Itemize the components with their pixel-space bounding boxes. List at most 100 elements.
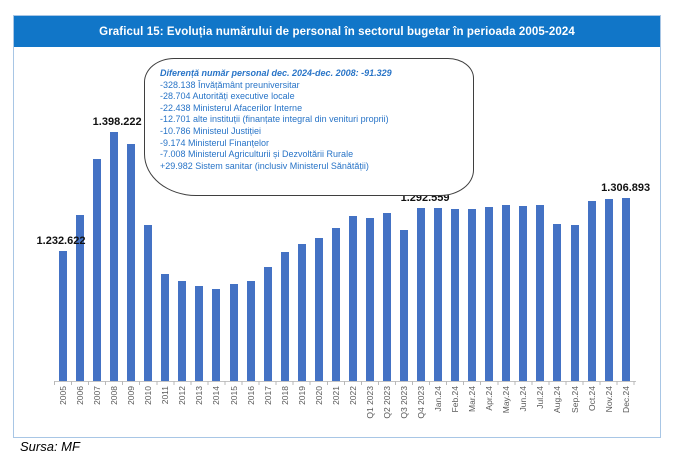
bar-Apr.24 — [485, 207, 494, 381]
x-axis-label: 2015 — [227, 386, 241, 405]
x-axis-label: 2010 — [141, 386, 155, 405]
x-axis-label: 2016 — [244, 386, 258, 405]
x-axis-ticks — [54, 381, 635, 385]
x-axis-labels: 2005 2006 2007 2008 2009 2010 2011 2012 2013 2014… — [56, 386, 637, 438]
callout-line: -9.174 Ministerul Finanțelor — [160, 137, 270, 148]
x-axis-label-text: Dec.24 — [620, 386, 631, 413]
callout-line: -328.138 Învățământ preuniversitar — [160, 79, 300, 90]
x-axis-label: 2008 — [107, 386, 121, 405]
bar-2013 — [195, 286, 204, 381]
bar-2009 — [127, 144, 136, 381]
bar-Aug.24 — [553, 224, 562, 381]
x-axis-label: 2007 — [90, 386, 104, 405]
bar-Q4 2023 — [417, 208, 426, 381]
callout-line: -22.438 Ministerul Afacerilor Interne — [160, 102, 303, 113]
x-axis-label-text: Mar.24 — [467, 386, 478, 412]
callout-line: -12.701 alte instituții (finanțate integ… — [160, 114, 389, 125]
x-axis-label-text: Oct.24 — [586, 386, 597, 412]
x-axis-label: Q1 2023 — [363, 386, 377, 419]
x-axis-label: Q2 2023 — [380, 386, 394, 419]
chart-title: Graficul 15: Evoluția numărului de perso… — [99, 25, 575, 38]
x-axis-label-text: 2011 — [160, 386, 171, 405]
x-axis-label-text: Q2 2023 — [381, 386, 392, 419]
bar-Q2 2023 — [382, 213, 391, 381]
x-axis-label: 2017 — [261, 386, 275, 405]
x-axis-label-text: Jul.24 — [535, 386, 546, 409]
bar-2021 — [331, 228, 340, 381]
x-axis-label: Nov.24 — [602, 386, 616, 412]
x-axis-label: Q4 2023 — [414, 386, 428, 419]
callout-line: -28.704 Autorități executive locale — [160, 91, 295, 102]
x-axis-label-text: Q1 2023 — [364, 386, 375, 419]
bar-2012 — [178, 281, 187, 381]
x-axis-label: 2020 — [312, 386, 326, 405]
callout-lines: -328.138 Învățământ preuniversitar -28.70… — [160, 80, 465, 173]
x-axis-label-text: 2015 — [228, 386, 239, 405]
x-axis-label-text: May.24 — [501, 386, 512, 414]
x-axis-label-text: 2012 — [177, 386, 188, 405]
x-axis-label-text: Jan.24 — [433, 386, 444, 412]
x-axis-label: Dec.24 — [619, 386, 633, 413]
x-axis-label: 2009 — [124, 386, 138, 405]
bar-Jan.24 — [434, 208, 443, 381]
callout-line: -10.786 Ministeul Justiției — [160, 125, 262, 136]
x-axis-label-text: 2021 — [330, 386, 341, 405]
callout-box: Diferență număr personal dec. 2024-dec. … — [144, 58, 474, 196]
x-axis-label: 2005 — [56, 386, 70, 405]
bar-2007 — [93, 159, 102, 381]
x-axis-label-text: 2006 — [75, 386, 86, 405]
bar-Oct.24 — [587, 201, 596, 381]
bar-2014 — [212, 289, 221, 381]
x-axis-label-text: Q3 2023 — [399, 386, 409, 419]
chart-figure: Graficul 15: Evoluția numărului de perso… — [13, 15, 661, 438]
data-label: 1.398.222 — [92, 116, 142, 128]
bar-2006 — [76, 215, 85, 381]
callout-line: -7.008 Ministerul Agriculturii și Dezvol… — [160, 149, 354, 160]
bar-Q1 2023 — [365, 218, 374, 381]
x-axis-label: Apr.24 — [482, 386, 496, 411]
bar-2018 — [280, 252, 289, 381]
x-axis-label-text: 2020 — [313, 386, 324, 405]
x-axis-label: Mar.24 — [465, 386, 479, 412]
x-axis-label-text: 2009 — [126, 386, 137, 405]
bar-2019 — [297, 244, 306, 381]
callout-heading: Diferență număr personal dec. 2024-dec. … — [160, 68, 392, 78]
x-axis-label-text: Aug.24 — [552, 386, 563, 413]
x-axis-label-text: 2019 — [296, 386, 307, 405]
data-label: 1.306.893 — [601, 182, 651, 194]
x-axis-label: May.24 — [499, 386, 513, 413]
bar-2020 — [314, 238, 323, 381]
x-axis-label: 2018 — [278, 386, 292, 405]
x-axis-label: 2006 — [73, 386, 87, 405]
bar-Nov.24 — [604, 199, 613, 381]
x-axis-label-text: 2013 — [194, 386, 205, 405]
x-axis-label: 2019 — [295, 386, 309, 405]
x-axis-label: Oct.24 — [585, 386, 599, 411]
x-axis-label: Feb.24 — [448, 386, 462, 412]
x-axis-label: 2011 — [158, 386, 172, 404]
bar-2017 — [263, 267, 272, 381]
bar-2010 — [144, 225, 153, 381]
bar-2016 — [246, 281, 255, 381]
bar-2015 — [229, 284, 238, 381]
x-axis-label-text: 2022 — [347, 386, 358, 405]
x-axis-label-text: 2014 — [211, 386, 222, 405]
x-axis-label: 2012 — [175, 386, 189, 405]
x-axis-label-text: 2016 — [245, 386, 256, 405]
bar-Jun.24 — [519, 206, 528, 381]
x-axis-label: Sep.24 — [568, 386, 582, 413]
bar-May.24 — [502, 205, 511, 381]
x-axis-label-text: Jun.24 — [518, 386, 529, 412]
bar-Dec.24 — [621, 198, 630, 381]
bar-2011 — [161, 274, 170, 381]
x-axis-label: Aug.24 — [550, 386, 564, 413]
bar-2005 — [59, 251, 67, 381]
x-axis-label-text: Apr.24 — [484, 386, 495, 411]
x-axis-label: 2021 — [329, 386, 343, 405]
bar-Feb.24 — [451, 209, 460, 381]
x-axis-label: Jan.24 — [431, 386, 445, 412]
data-label: 1.232.622 — [36, 235, 86, 247]
plot-area: 1.232.622 1.398.222 1.292.559 1.306.893 — [37, 51, 650, 381]
x-axis-label-text: Q4 2023 — [416, 386, 427, 419]
